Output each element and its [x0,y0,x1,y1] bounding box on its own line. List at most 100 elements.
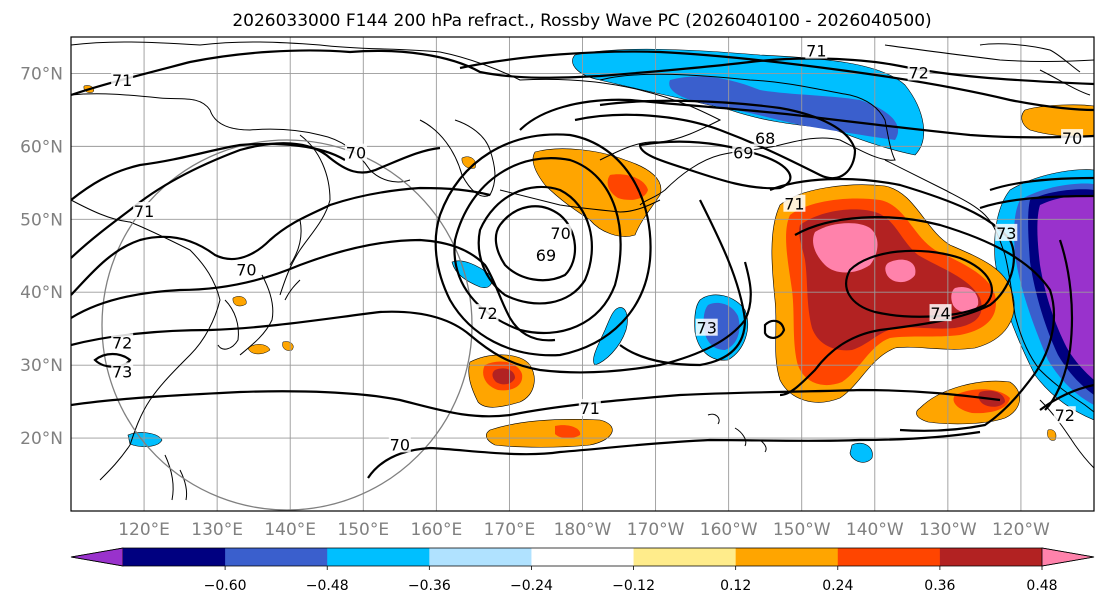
contour-label-background [1053,406,1076,424]
contour-label-background [1061,129,1084,147]
contour-71-west [71,142,491,296]
colorbar-extend-max [1041,547,1095,567]
longitude-label: 120°E [118,520,170,540]
contour-labels: 7170717072736970727371706869717172707374… [111,41,1084,454]
great-circle [101,139,473,511]
contour-label: 73 [996,224,1016,243]
colorbar-extend-min [70,547,124,567]
contour-label: 68 [755,129,775,148]
colorbar-segment [123,548,226,566]
latitude-label: 20°N [20,429,63,449]
contour-71-south [71,388,1001,418]
colorbar-segment [429,548,532,566]
colorbar-segments [70,547,1095,567]
coastline-alaska [599,73,896,206]
contour-73-central [619,199,747,367]
contour-label: 70 [346,144,366,163]
colorbar-ticks: −0.60 −0.48 −0.36 −0.24 −0.12 0.12 0.24 0.36 0.4… [204,566,1058,594]
negative-anomaly-west-us-core [1037,195,1094,380]
colorbar-tick-label: −0.48 [306,578,349,594]
contour-label: 70 [236,260,256,279]
contour-label: 72 [477,304,497,323]
contour-label-background [111,70,134,88]
coastlines [71,41,1094,501]
contour-73-coast [1044,239,1074,411]
contour-label: 72 [908,63,928,82]
colorbar: −0.60 −0.48 −0.36 −0.24 −0.12 0.12 0.24 0.36 0.4… [70,547,1095,594]
contour-label: 71 [112,71,132,90]
coastline-aleutians [499,189,661,213]
contour-label-background [111,362,134,380]
contour-69-loop [494,205,577,282]
contour-label-background [111,333,134,351]
contour-label-background [805,41,828,59]
contour-72-small-ring [763,319,786,339]
contour-label: 73 [112,362,132,381]
figure-title: 2026033000 F144 200 hPa refract., Rossby… [232,11,931,31]
contour-70-loop [477,185,593,305]
longitude-label: 170°E [484,520,536,540]
contour-label: 73 [697,319,717,338]
colorbar-segment [531,548,635,566]
coastline-japan [239,219,302,356]
contour-73-small-ring [93,352,132,368]
contour-72-north [459,50,1094,112]
longitude-label: 150°E [337,520,389,540]
colorbar-outline [70,547,1095,567]
negative-anomaly-hawaii [849,442,873,463]
longitude-label: 160°W [700,520,758,540]
longitude-label: 160°E [411,520,463,540]
contour-label-background [732,143,755,161]
longitude-label: 130°E [191,520,243,540]
coastline-mexico [1039,399,1094,469]
negative-anomaly-japan-sea [451,260,493,288]
contour-label: 71 [134,202,154,221]
contour-72-japan [71,238,556,342]
contour-label-background [549,223,572,241]
contour-label: 71 [806,42,826,61]
latitude-label: 70°N [20,64,63,84]
longitude-label: 120°W [992,520,1050,540]
positive-anomaly-northeast-pacific-core-3 [951,286,979,313]
contour-73-south [71,261,752,374]
colorbar-tick-label: 0.48 [1026,578,1057,594]
positive-anomaly-northeast-pacific-core [813,223,878,273]
longitude-label: 150°W [773,520,831,540]
longitude-label: 130°W [919,520,977,540]
contour-70-east [989,176,1094,192]
contour-label-background [344,143,367,161]
colorbar-segment [225,548,328,566]
contour-72-loop [434,133,652,357]
map-panel: 7170717072736970727371706869717172707374… [70,36,1095,512]
colorbar-segment [837,548,941,566]
contour-label-background [476,304,499,322]
contour-label: 70 [550,224,570,243]
contour-72-east [794,216,1056,432]
contour-label: 72 [1055,406,1075,425]
contour-label-background [754,129,777,147]
longitude-label: 140°E [264,520,316,540]
contour-71-east [979,194,1094,411]
map-frame [70,36,1095,512]
contour-label-background [929,304,952,322]
contour-label: 69 [536,246,556,265]
contour-69-alaska [574,99,857,180]
longitude-label: 170°W [627,520,685,540]
contour-label-background [388,435,411,453]
colorbar-tick-label: 0.24 [822,578,853,594]
colorbar-tick-label: −0.24 [510,578,553,594]
contour-label: 74 [930,304,950,323]
contour-label-background [783,194,806,212]
coastline-china [71,199,221,481]
contour-label-background [133,202,156,220]
contour-label: 70 [390,435,410,454]
coastline-philippines [164,454,188,501]
coastline-arctic-islands [979,43,1091,96]
refractivity-contours [71,49,1094,479]
contour-74-ring [845,249,993,318]
colorbar-tick-label: −0.36 [408,578,451,594]
colorbar-tick-label: −0.12 [612,578,655,594]
positive-anomaly-bering-core [607,174,648,200]
contour-label-background [907,63,930,81]
contour-label: 72 [112,333,132,352]
